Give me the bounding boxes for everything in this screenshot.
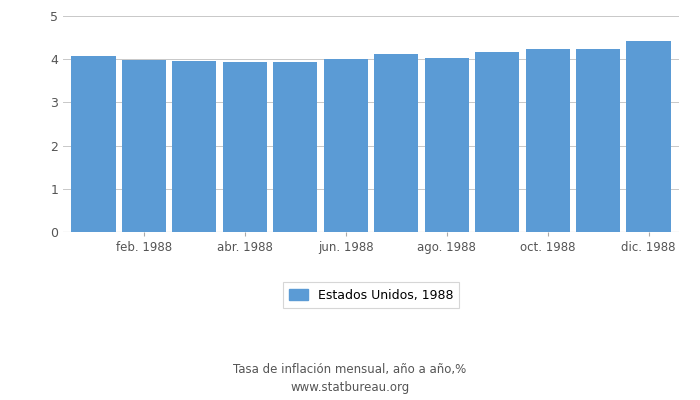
Legend: Estados Unidos, 1988: Estados Unidos, 1988 [283, 282, 459, 308]
Bar [71, 56, 116, 232]
Text: Tasa de inflación mensual, año a año,%: Tasa de inflación mensual, año a año,% [233, 364, 467, 376]
Text: www.statbureau.org: www.statbureau.org [290, 382, 410, 394]
Bar [626, 41, 671, 232]
Bar [424, 58, 469, 232]
Bar [374, 54, 419, 232]
Bar [475, 52, 519, 232]
Bar [223, 62, 267, 232]
Bar [172, 61, 216, 232]
Bar [323, 59, 368, 232]
Bar [576, 49, 620, 232]
Bar [526, 49, 570, 232]
Bar [273, 62, 318, 232]
Bar [122, 60, 166, 232]
